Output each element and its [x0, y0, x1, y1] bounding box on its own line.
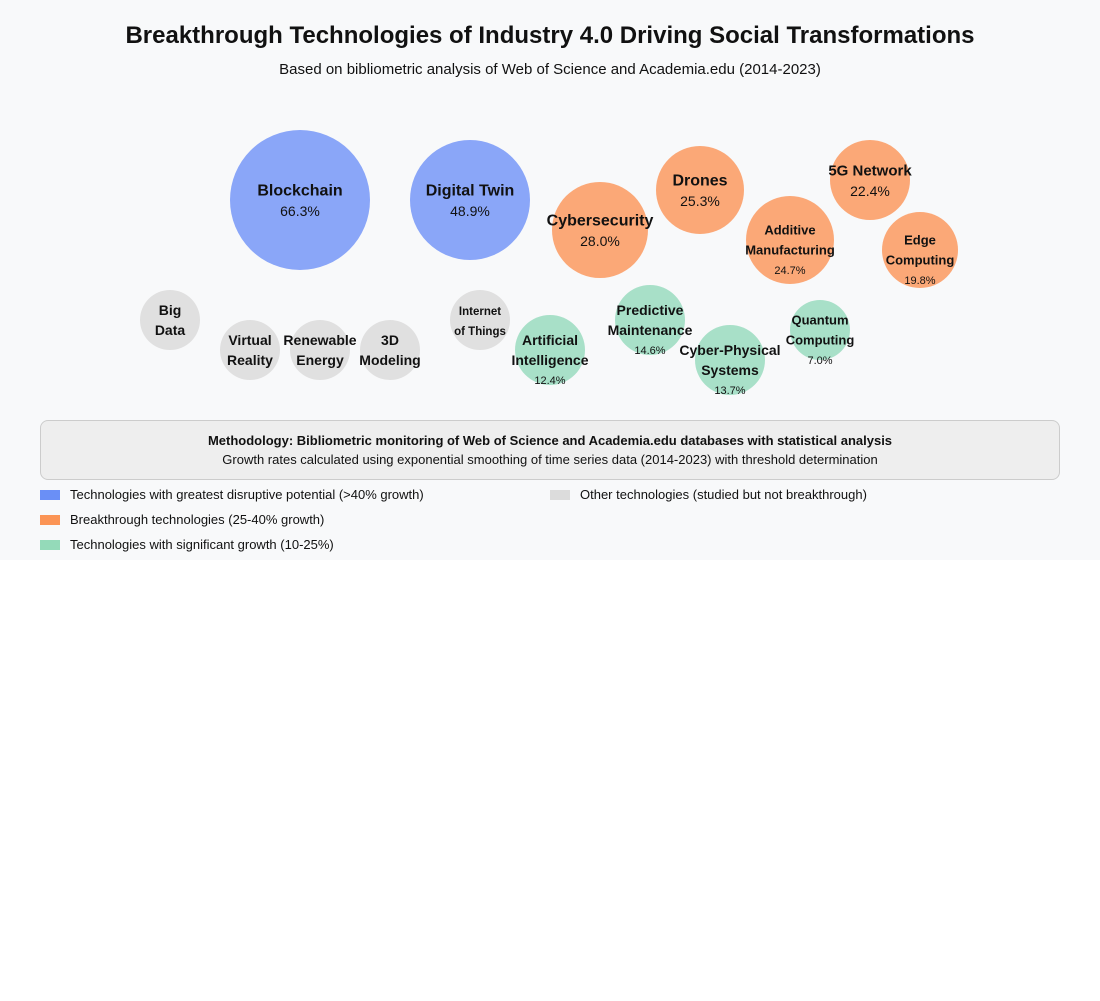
- bubble-virtual-reality: Virtual Reality: [220, 320, 280, 380]
- bubble-predictive-maintenance: Predictive Maintenance 14.6%: [608, 285, 693, 357]
- bubble-circle: [360, 320, 420, 380]
- bubble-chart: Blockchain 66.3% Digital Twin 48.9% Cybersec…: [140, 130, 958, 397]
- bubble-growth-value: 13.7%: [714, 385, 745, 397]
- bubble-label: Reality: [227, 352, 273, 368]
- bubble-circle: [450, 290, 510, 350]
- bubble-label: Maintenance: [608, 322, 693, 338]
- legend-swatch: [40, 489, 60, 500]
- bubble-label: Edge: [904, 233, 936, 248]
- bubble-cybersecurity: Cybersecurity 28.0%: [547, 182, 654, 278]
- bubble-label: Renewable: [283, 332, 356, 348]
- bubble-artificial-intelligence: Artificial Intelligence 12.4%: [511, 315, 589, 387]
- legend-label: Breakthrough technologies (25-40% growth…: [70, 512, 325, 527]
- bubble-label: Systems: [701, 362, 759, 378]
- methodology-box: Methodology: Bibliometric monitoring of …: [40, 420, 1060, 480]
- bubble-circle: [290, 320, 350, 380]
- bubble-label: Big: [159, 302, 182, 318]
- bubble-label: 3D: [381, 332, 399, 348]
- bubble-circle: [882, 212, 958, 288]
- bubble-label: Blockchain: [257, 183, 342, 200]
- legend-label: Technologies with greatest disruptive po…: [70, 487, 424, 502]
- bubble-circle: [656, 146, 744, 234]
- bubble-growth-value: 7.0%: [807, 355, 832, 367]
- legend-label: Other technologies (studied but not brea…: [580, 487, 867, 502]
- bubble-circle: [790, 300, 850, 360]
- legend-label: Technologies with significant growth (10…: [70, 537, 334, 552]
- legend-item-other: Other technologies (studied but not brea…: [550, 487, 867, 502]
- bubble-cyber-physical-systems: Cyber-Physical Systems 13.7%: [679, 325, 781, 397]
- bubble-label: Data: [155, 322, 186, 338]
- bubble-label: Cyber-Physical: [679, 342, 780, 358]
- bubble-circle: [515, 315, 585, 385]
- bubble-label: Artificial: [522, 332, 578, 348]
- legend-swatch: [40, 539, 60, 550]
- bubble-growth-value: 48.9%: [450, 203, 490, 219]
- methodology-line-2: Growth rates calculated using exponentia…: [222, 452, 878, 467]
- chart-title: Breakthrough Technologies of Industry 4.…: [125, 22, 975, 49]
- bubble-circle: [220, 320, 280, 380]
- bubble-label: Cybersecurity: [547, 213, 654, 230]
- bubble-label: Internet: [459, 306, 501, 318]
- bubble-label: Digital Twin: [426, 183, 515, 200]
- legend-item-breakthrough: Breakthrough technologies (25-40% growth…: [40, 512, 324, 527]
- bubble-label: of Things: [454, 326, 506, 338]
- bubble-renewable-energy: Renewable Energy: [283, 320, 357, 380]
- bubble-label: Computing: [786, 333, 855, 348]
- bubble-circle: [552, 182, 648, 278]
- bubble-label: Quantum: [791, 313, 848, 328]
- bubble-growth-value: 19.8%: [904, 275, 935, 287]
- methodology-line-1: Methodology: Bibliometric monitoring of …: [207, 433, 893, 448]
- bubble-big-data: Big Data: [140, 290, 200, 350]
- bubble-quantum-computing: Quantum Computing 7.0%: [786, 300, 855, 367]
- bubble-circle: [746, 196, 834, 284]
- bubble-circle: [615, 285, 685, 355]
- legend-item-greatest: Technologies with greatest disruptive po…: [40, 487, 424, 502]
- bubble-edge-computing: Edge Computing 19.8%: [882, 212, 958, 288]
- bubble-circle: [140, 290, 200, 350]
- bubble-growth-value: 24.7%: [774, 265, 805, 277]
- bubble-label: Virtual: [228, 332, 271, 348]
- bubble-drones: Drones 25.3%: [656, 146, 744, 234]
- bubble-growth-value: 12.4%: [534, 375, 565, 387]
- bubble-label: Modeling: [359, 352, 420, 368]
- legend-item-significant: Technologies with significant growth (10…: [40, 537, 334, 552]
- chart-subtitle: Based on bibliometric analysis of Web of…: [279, 61, 821, 78]
- bubble-growth-value: 22.4%: [850, 183, 890, 199]
- bubble-label: Additive: [764, 223, 815, 238]
- bubble-label: Drones: [672, 173, 727, 190]
- bubble-3d-modeling: 3D Modeling: [359, 320, 421, 380]
- bubble-label: Intelligence: [511, 352, 588, 368]
- bubble-growth-value: 25.3%: [680, 193, 720, 209]
- bubble-circle: [410, 140, 530, 260]
- bubble-internet-of-things: Internet of Things: [450, 290, 510, 350]
- legend-swatch: [550, 489, 570, 500]
- bubble-circle: [830, 140, 910, 220]
- bubble-growth-value: 14.6%: [634, 345, 665, 357]
- bubble-label: 5G Network: [828, 162, 912, 179]
- bubble-growth-value: 28.0%: [580, 233, 620, 249]
- bubble-digital-twin: Digital Twin 48.9%: [410, 140, 530, 260]
- bubble-additive-manufacturing: Additive Manufacturing 24.7%: [745, 196, 835, 284]
- bubble-circle: [695, 325, 765, 395]
- bubble-circle: [230, 130, 370, 270]
- bubble-blockchain: Blockchain 66.3%: [230, 130, 370, 270]
- bubble-growth-value: 66.3%: [280, 203, 320, 219]
- bubble-label: Energy: [296, 352, 344, 368]
- bubble-label: Computing: [886, 253, 955, 268]
- bubble-label: Predictive: [617, 302, 684, 318]
- legend-swatch: [40, 514, 60, 525]
- bubble-5g-network: 5G Network 22.4%: [828, 140, 912, 220]
- bubble-label: Manufacturing: [745, 243, 835, 258]
